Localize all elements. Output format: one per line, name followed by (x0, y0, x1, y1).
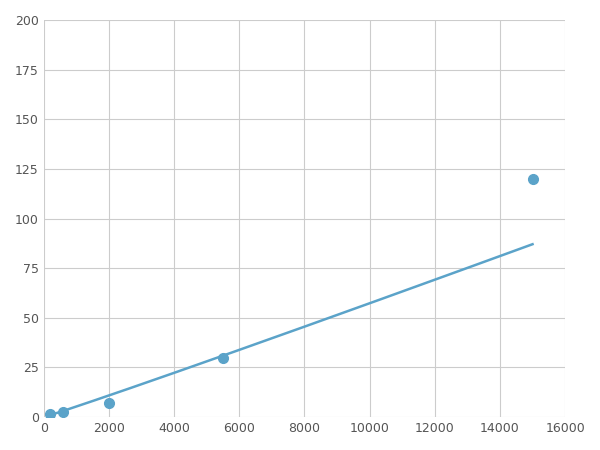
Point (528, 175, 538, 182)
Point (218, 354, 228, 361)
Point (58, 409, 68, 416)
Point (46, 410, 55, 418)
Point (104, 400, 114, 407)
